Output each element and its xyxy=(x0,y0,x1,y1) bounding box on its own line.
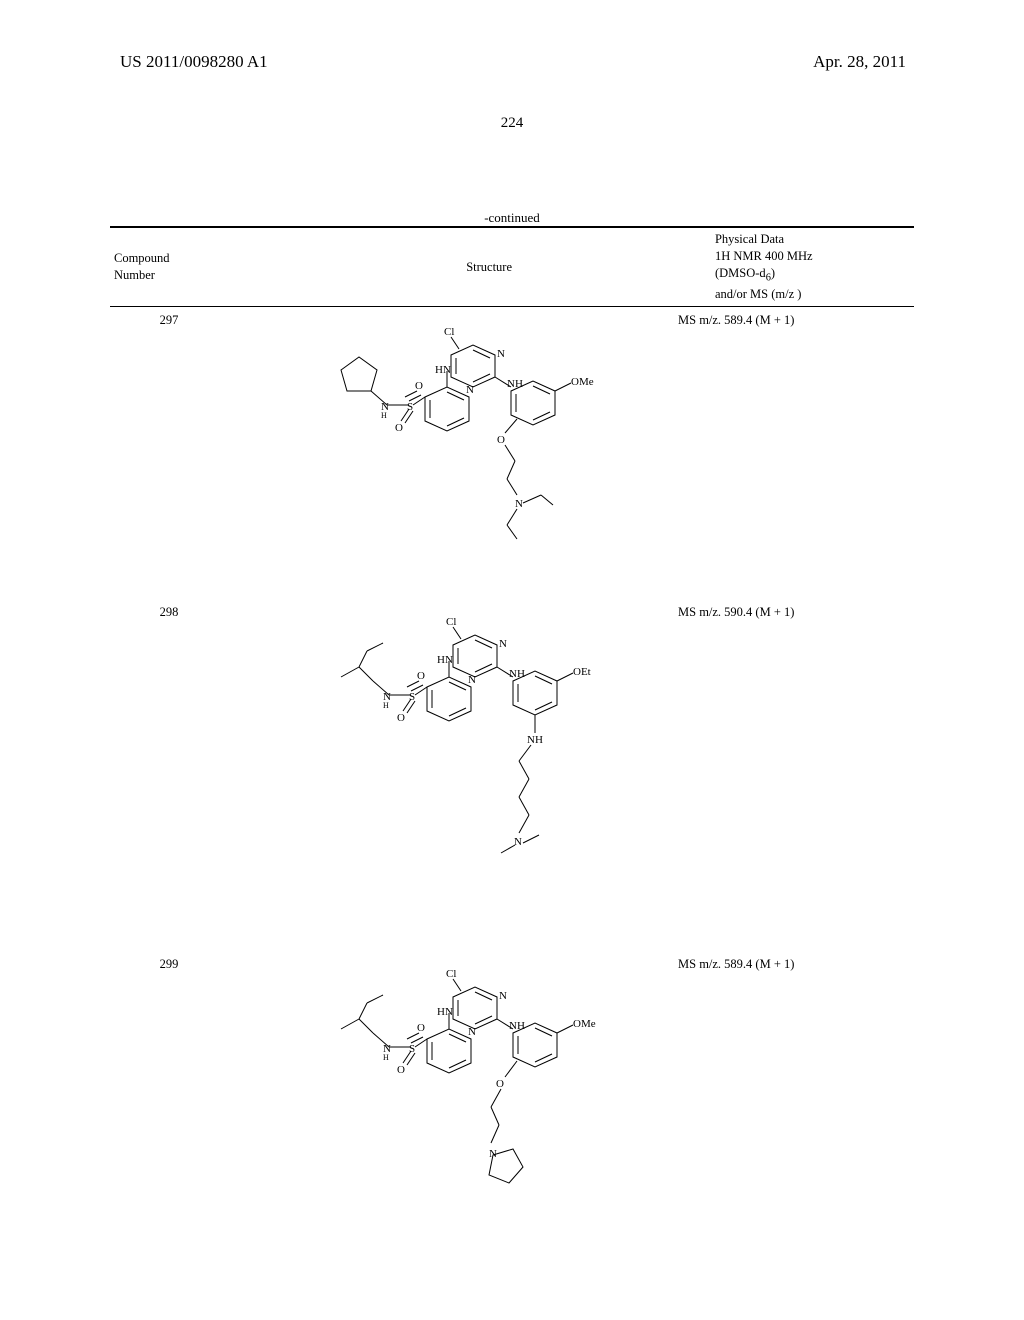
column-header-data-line3-tail: ) xyxy=(771,266,775,280)
svg-text:O: O xyxy=(496,1078,504,1090)
svg-text:S: S xyxy=(409,1043,415,1055)
compound-number: 298 xyxy=(110,599,224,620)
svg-text:N: N xyxy=(468,1026,476,1038)
compound-table: Compound Number Structure Physical Data … xyxy=(110,226,914,1263)
svg-text:NH: NH xyxy=(509,668,525,680)
column-header-data-line4: and/or MS (m/z ) xyxy=(715,287,801,301)
molecule-svg: Cl N N HN NH OMe O O S N H O N xyxy=(301,959,601,1239)
column-header-physical-data: Physical Data 1H NMR 400 MHz (DMSO-d6) a… xyxy=(715,231,914,302)
molecule-svg: Cl N N HN NH OEt NH O O S N H N xyxy=(301,607,601,927)
svg-text:O: O xyxy=(397,1064,405,1076)
table-row: 297 xyxy=(110,307,914,599)
page: US 2011/0098280 A1 Apr. 28, 2011 224 -co… xyxy=(0,0,1024,1320)
svg-text:N: N xyxy=(514,836,522,848)
column-header-number-line2: Number xyxy=(114,268,155,282)
table-row: 299 xyxy=(110,951,914,1263)
column-header-data-line1: Physical Data xyxy=(715,232,784,246)
svg-text:S: S xyxy=(407,401,413,413)
svg-text:NH: NH xyxy=(507,378,523,390)
column-header-data-line3: (DMSO-d xyxy=(715,266,766,280)
column-header-number: Compound Number xyxy=(110,250,263,284)
svg-text:H: H xyxy=(383,1053,389,1062)
svg-text:Cl: Cl xyxy=(446,968,456,980)
page-header: US 2011/0098280 A1 Apr. 28, 2011 xyxy=(0,52,1024,82)
molecule-svg: Cl N N HN NH OMe O O S N H O N xyxy=(301,315,601,575)
svg-text:H: H xyxy=(383,701,389,710)
svg-text:O: O xyxy=(397,712,405,724)
column-header-data-line2: 1H NMR 400 MHz xyxy=(715,249,813,263)
column-header-structure: Structure xyxy=(263,259,715,276)
svg-text:N: N xyxy=(466,384,474,396)
svg-text:O: O xyxy=(417,1022,425,1034)
physical-data: MS m/z. 590.4 (M + 1) xyxy=(678,599,878,620)
physical-data: MS m/z. 589.4 (M + 1) xyxy=(678,307,878,328)
svg-text:O: O xyxy=(415,380,423,392)
continued-label: -continued xyxy=(0,210,1024,226)
publication-date: Apr. 28, 2011 xyxy=(813,52,906,72)
svg-text:S: S xyxy=(409,691,415,703)
structure-cell: Cl N N HN NH OEt NH O O S N H N xyxy=(224,599,678,951)
svg-text:O: O xyxy=(395,422,403,434)
svg-text:O: O xyxy=(497,434,505,446)
svg-text:OMe: OMe xyxy=(573,1018,596,1030)
svg-text:Cl: Cl xyxy=(446,616,456,628)
publication-number: US 2011/0098280 A1 xyxy=(120,52,268,72)
structure-diagram: Cl N N HN NH OMe O O S N H O N xyxy=(301,315,601,575)
svg-text:N: N xyxy=(468,674,476,686)
page-number: 224 xyxy=(0,115,1024,132)
compound-number: 297 xyxy=(110,307,224,328)
physical-data: MS m/z. 589.4 (M + 1) xyxy=(678,951,878,972)
svg-text:HN: HN xyxy=(435,364,451,376)
svg-text:N: N xyxy=(497,348,505,360)
svg-text:Cl: Cl xyxy=(444,326,454,338)
structure-diagram: Cl N N HN NH OMe O O S N H O N xyxy=(301,959,601,1239)
svg-text:N: N xyxy=(499,638,507,650)
svg-text:H: H xyxy=(381,411,387,420)
svg-text:N: N xyxy=(489,1148,497,1160)
svg-text:NH: NH xyxy=(509,1020,525,1032)
svg-text:N: N xyxy=(499,990,507,1002)
table-header-row: Compound Number Structure Physical Data … xyxy=(110,228,914,306)
table-row: 298 xyxy=(110,599,914,951)
svg-text:O: O xyxy=(417,670,425,682)
structure-cell: Cl N N HN NH OMe O O S N H O N xyxy=(224,307,678,599)
svg-text:HN: HN xyxy=(437,654,453,666)
svg-text:OMe: OMe xyxy=(571,376,594,388)
svg-text:HN: HN xyxy=(437,1006,453,1018)
structure-cell: Cl N N HN NH OMe O O S N H O N xyxy=(224,951,678,1263)
structure-diagram: Cl N N HN NH OEt NH O O S N H N xyxy=(301,607,601,927)
column-header-number-line1: Compound xyxy=(114,251,170,265)
svg-text:N: N xyxy=(515,498,523,510)
svg-text:OEt: OEt xyxy=(573,666,591,678)
compound-number: 299 xyxy=(110,951,224,972)
svg-text:NH: NH xyxy=(527,734,543,746)
